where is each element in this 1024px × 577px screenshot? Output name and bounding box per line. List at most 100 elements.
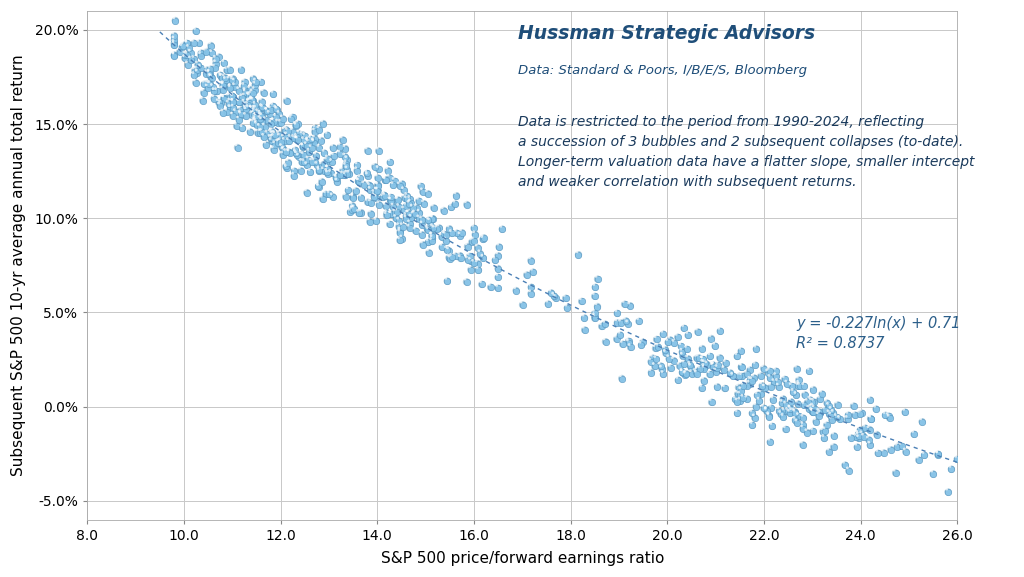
- Point: [433, 232, 450, 241]
- Point: [694, 355, 711, 364]
- Point: [780, 401, 797, 410]
- Point: [803, 405, 819, 414]
- Point: [240, 89, 256, 98]
- Point: [820, 402, 837, 411]
- Point: [394, 222, 411, 231]
- Point: [286, 143, 302, 152]
- Point: [267, 103, 284, 112]
- Point: [787, 409, 804, 418]
- Point: [803, 404, 819, 413]
- Point: [452, 251, 468, 260]
- Point: [371, 200, 387, 209]
- Point: [379, 209, 395, 218]
- Point: [716, 365, 732, 374]
- Point: [463, 265, 479, 274]
- Point: [176, 54, 193, 63]
- Point: [244, 95, 260, 104]
- Point: [710, 364, 726, 373]
- Point: [463, 265, 479, 274]
- Point: [710, 350, 726, 359]
- Point: [206, 87, 222, 96]
- Point: [268, 104, 285, 114]
- Point: [246, 98, 262, 107]
- Point: [404, 203, 421, 212]
- Point: [398, 195, 415, 204]
- Point: [338, 162, 354, 171]
- Point: [722, 368, 738, 377]
- Point: [351, 205, 368, 215]
- Point: [785, 388, 802, 397]
- Point: [540, 299, 556, 309]
- Point: [234, 93, 251, 102]
- Point: [737, 366, 754, 376]
- Point: [815, 403, 831, 412]
- Point: [693, 352, 710, 361]
- Point: [621, 336, 637, 346]
- Point: [705, 362, 721, 371]
- X-axis label: S&P 500 price/forward earnings ratio: S&P 500 price/forward earnings ratio: [381, 551, 664, 566]
- Point: [313, 136, 330, 145]
- Point: [280, 145, 296, 154]
- Point: [306, 127, 323, 136]
- Point: [791, 376, 807, 385]
- Point: [257, 137, 273, 147]
- Point: [231, 98, 248, 107]
- Point: [205, 83, 221, 92]
- Point: [254, 97, 270, 106]
- Point: [487, 256, 504, 265]
- Point: [701, 395, 718, 404]
- Point: [811, 406, 827, 415]
- Point: [842, 430, 858, 440]
- Point: [788, 365, 805, 374]
- Point: [693, 355, 710, 365]
- Point: [774, 410, 791, 419]
- Point: [252, 94, 268, 103]
- Point: [382, 207, 398, 216]
- Point: [413, 182, 429, 191]
- Point: [749, 344, 765, 354]
- Point: [761, 411, 777, 420]
- Point: [615, 297, 632, 306]
- Point: [361, 182, 378, 191]
- Point: [221, 65, 238, 74]
- Point: [255, 88, 271, 98]
- Point: [222, 97, 239, 106]
- Point: [678, 369, 694, 379]
- Point: [650, 342, 667, 351]
- Point: [418, 186, 434, 196]
- Point: [489, 273, 506, 282]
- Point: [380, 171, 396, 180]
- Point: [910, 455, 927, 464]
- Point: [648, 335, 665, 344]
- Point: [674, 347, 690, 357]
- Point: [775, 413, 792, 422]
- Point: [657, 345, 674, 354]
- Point: [760, 408, 776, 417]
- Point: [225, 92, 242, 102]
- Point: [317, 164, 334, 174]
- Point: [430, 220, 446, 230]
- Point: [670, 359, 686, 368]
- Point: [623, 343, 639, 352]
- Point: [856, 432, 872, 441]
- Point: [212, 101, 228, 110]
- Point: [419, 235, 435, 244]
- Point: [432, 230, 449, 239]
- Point: [209, 87, 225, 96]
- Point: [280, 145, 296, 155]
- Point: [275, 145, 292, 154]
- Point: [250, 108, 266, 117]
- Point: [696, 365, 713, 374]
- Point: [309, 160, 326, 170]
- Point: [180, 44, 197, 53]
- Point: [740, 373, 757, 382]
- Point: [255, 119, 271, 129]
- Point: [349, 161, 366, 170]
- Point: [776, 398, 793, 407]
- Point: [194, 85, 210, 95]
- Point: [449, 228, 465, 238]
- Point: [820, 402, 837, 411]
- Point: [801, 404, 817, 414]
- Point: [225, 103, 242, 113]
- Point: [269, 118, 286, 128]
